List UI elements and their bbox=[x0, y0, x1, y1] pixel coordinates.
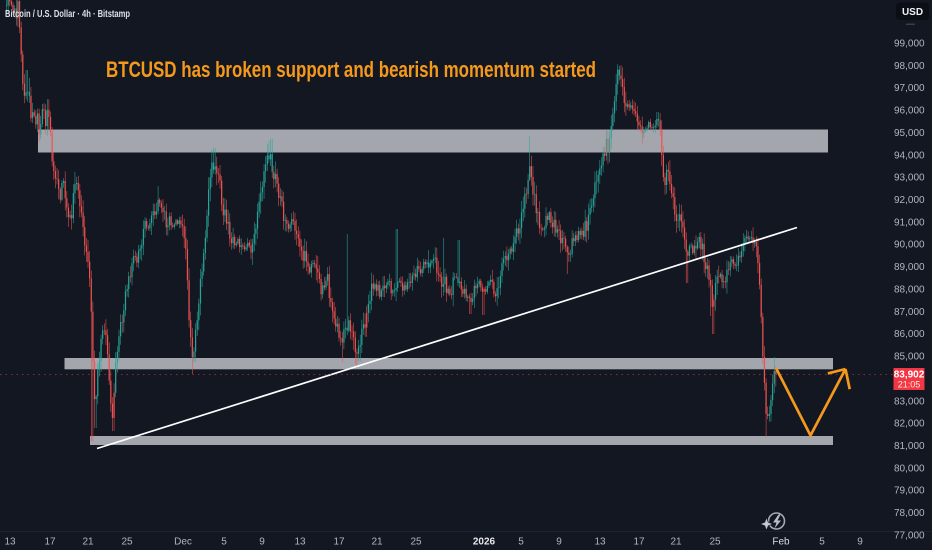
svg-text:90,000: 90,000 bbox=[894, 240, 925, 251]
svg-text:85,000: 85,000 bbox=[894, 352, 925, 363]
svg-text:5: 5 bbox=[221, 537, 227, 548]
svg-text:25: 25 bbox=[709, 537, 721, 548]
svg-text:9: 9 bbox=[857, 537, 863, 548]
svg-text:25: 25 bbox=[121, 537, 133, 548]
svg-text:Bitcoin / U.S. Dollar · 4h · B: Bitcoin / U.S. Dollar · 4h · Bitstamp bbox=[5, 9, 130, 20]
svg-text:21: 21 bbox=[670, 537, 682, 548]
svg-text:17: 17 bbox=[633, 537, 645, 548]
svg-text:77,000: 77,000 bbox=[894, 530, 925, 541]
svg-text:Feb: Feb bbox=[772, 537, 790, 548]
svg-text:94,000: 94,000 bbox=[894, 150, 925, 161]
svg-text:25: 25 bbox=[410, 537, 422, 548]
svg-text:79,000: 79,000 bbox=[894, 486, 925, 497]
svg-text:87,000: 87,000 bbox=[894, 307, 925, 318]
svg-text:BTCUSD has broken support and: BTCUSD has broken support and bearish mo… bbox=[106, 57, 596, 82]
svg-text:13: 13 bbox=[594, 537, 606, 548]
svg-text:89,000: 89,000 bbox=[894, 262, 925, 273]
svg-text:80,000: 80,000 bbox=[894, 463, 925, 474]
svg-text:21:05: 21:05 bbox=[898, 380, 921, 390]
svg-text:88,000: 88,000 bbox=[894, 285, 925, 296]
svg-text:Dec: Dec bbox=[174, 537, 192, 548]
svg-text:81,000: 81,000 bbox=[894, 441, 925, 452]
svg-text:13: 13 bbox=[4, 537, 16, 548]
svg-text:17: 17 bbox=[44, 537, 56, 548]
svg-text:93,000: 93,000 bbox=[894, 173, 925, 184]
svg-text:98,000: 98,000 bbox=[894, 61, 925, 72]
svg-text:96,000: 96,000 bbox=[894, 106, 925, 117]
svg-text:9: 9 bbox=[556, 537, 562, 548]
svg-text:21: 21 bbox=[82, 537, 94, 548]
svg-text:5: 5 bbox=[819, 537, 825, 548]
svg-text:78,000: 78,000 bbox=[894, 508, 925, 519]
svg-text:92,000: 92,000 bbox=[894, 195, 925, 206]
svg-text:99,000: 99,000 bbox=[894, 39, 925, 50]
svg-text:82,000: 82,000 bbox=[894, 419, 925, 430]
svg-text:86,000: 86,000 bbox=[894, 329, 925, 340]
svg-text:9: 9 bbox=[259, 537, 265, 548]
svg-text:83,902: 83,902 bbox=[894, 370, 925, 381]
svg-text:97,000: 97,000 bbox=[894, 83, 925, 94]
svg-text:95,000: 95,000 bbox=[894, 128, 925, 139]
svg-text:2026: 2026 bbox=[473, 537, 496, 548]
svg-text:91,000: 91,000 bbox=[894, 217, 925, 228]
svg-text:83,000: 83,000 bbox=[894, 396, 925, 407]
svg-text:21: 21 bbox=[371, 537, 383, 548]
svg-text:13: 13 bbox=[294, 537, 306, 548]
svg-text:5: 5 bbox=[518, 537, 524, 548]
svg-text:17: 17 bbox=[333, 537, 345, 548]
svg-text:USD: USD bbox=[902, 7, 923, 18]
